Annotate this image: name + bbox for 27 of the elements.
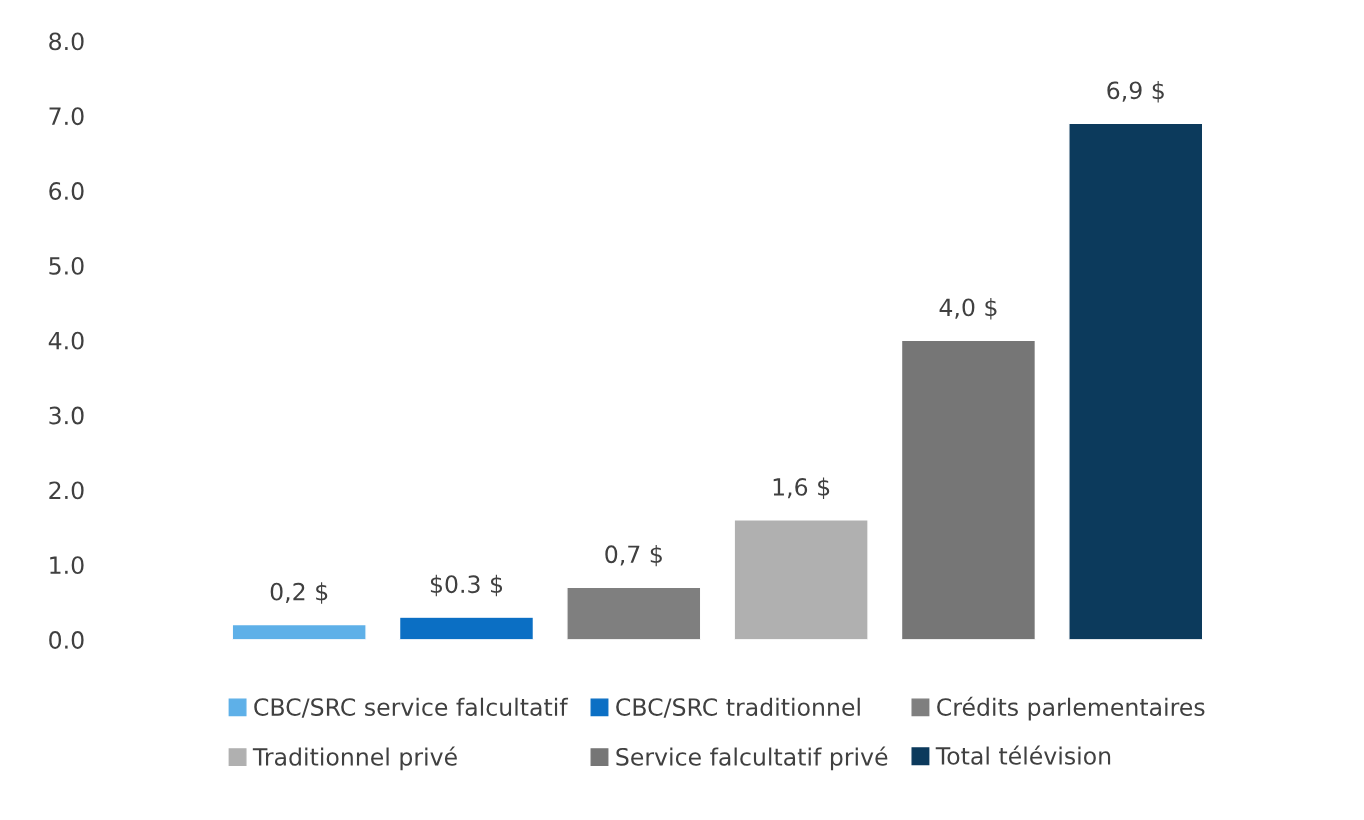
data-label: 6,9 $ [1107,81,1164,103]
legend-label: Service falcultatif privé [616,746,888,771]
legend-label: Crédits parlementaires [937,696,1205,721]
y-tick-label: 4.0 [48,331,84,350]
bar [231,623,367,640]
legend-label: CBC/SRC service falcultatif [254,697,569,718]
bar [398,616,535,640]
y-tick-label: 8.0 [49,32,84,51]
bar [566,586,702,640]
data-label: $0.3 $ [430,574,503,597]
y-tick-label: 5.0 [49,256,84,275]
y-tick-label: 6.0 [49,182,84,200]
legend-label: Total télévision [935,745,1111,765]
legend-label: Traditionnel privé [252,746,457,771]
data-label: 1,6 $ [773,477,830,499]
y-tick-label: 3.0 [49,406,84,425]
y-tick-label: 7.0 [49,107,84,126]
y-tick-label: 0.0 [49,631,84,649]
bar [1068,122,1204,640]
y-tick-label: 2.0 [49,481,84,500]
bar [900,339,1037,640]
data-label: 0,7 $ [605,544,662,567]
y-tick-label: 1.0 [50,556,84,575]
bar [733,519,869,640]
data-label: 0,2 $ [270,582,328,604]
data-label: 4,0 $ [939,298,997,320]
legend-label: CBC/SRC traditionnel [616,697,860,718]
